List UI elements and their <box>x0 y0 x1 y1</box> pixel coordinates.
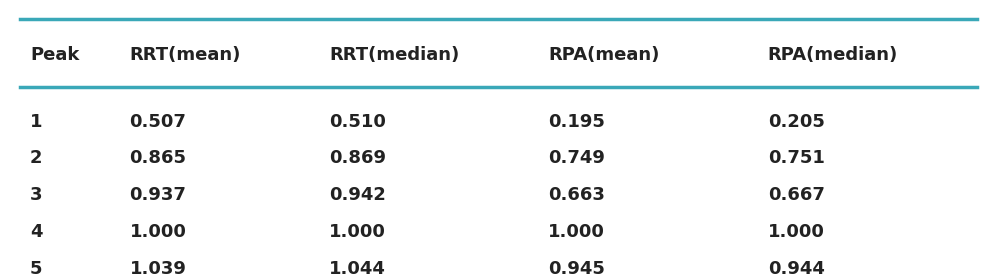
Text: 0.937: 0.937 <box>130 186 186 204</box>
Text: RPA(median): RPA(median) <box>768 46 898 64</box>
Text: Peak: Peak <box>30 46 80 64</box>
Text: 2: 2 <box>30 150 43 167</box>
Text: 0.869: 0.869 <box>329 150 386 167</box>
Text: RPA(mean): RPA(mean) <box>548 46 660 64</box>
Text: 0.195: 0.195 <box>548 113 605 131</box>
Text: 1.044: 1.044 <box>329 260 386 278</box>
Text: 0.865: 0.865 <box>130 150 186 167</box>
Text: 1: 1 <box>30 113 43 131</box>
Text: 1.000: 1.000 <box>548 223 605 241</box>
Text: 0.510: 0.510 <box>329 113 386 131</box>
Text: 0.751: 0.751 <box>768 150 825 167</box>
Text: RRT(median): RRT(median) <box>329 46 460 64</box>
Text: 0.944: 0.944 <box>768 260 825 278</box>
Text: 1.000: 1.000 <box>768 223 825 241</box>
Text: 5: 5 <box>30 260 43 278</box>
Text: RRT(mean): RRT(mean) <box>130 46 241 64</box>
Text: 1.000: 1.000 <box>329 223 386 241</box>
Text: 3: 3 <box>30 186 43 204</box>
Text: 1.039: 1.039 <box>130 260 186 278</box>
Text: 0.663: 0.663 <box>548 186 605 204</box>
Text: 0.945: 0.945 <box>548 260 605 278</box>
Text: 0.507: 0.507 <box>130 113 186 131</box>
Text: 4: 4 <box>30 223 43 241</box>
Text: 1.000: 1.000 <box>130 223 186 241</box>
Text: 0.942: 0.942 <box>329 186 386 204</box>
Text: 0.667: 0.667 <box>768 186 825 204</box>
Text: 0.205: 0.205 <box>768 113 825 131</box>
Text: 0.749: 0.749 <box>548 150 605 167</box>
